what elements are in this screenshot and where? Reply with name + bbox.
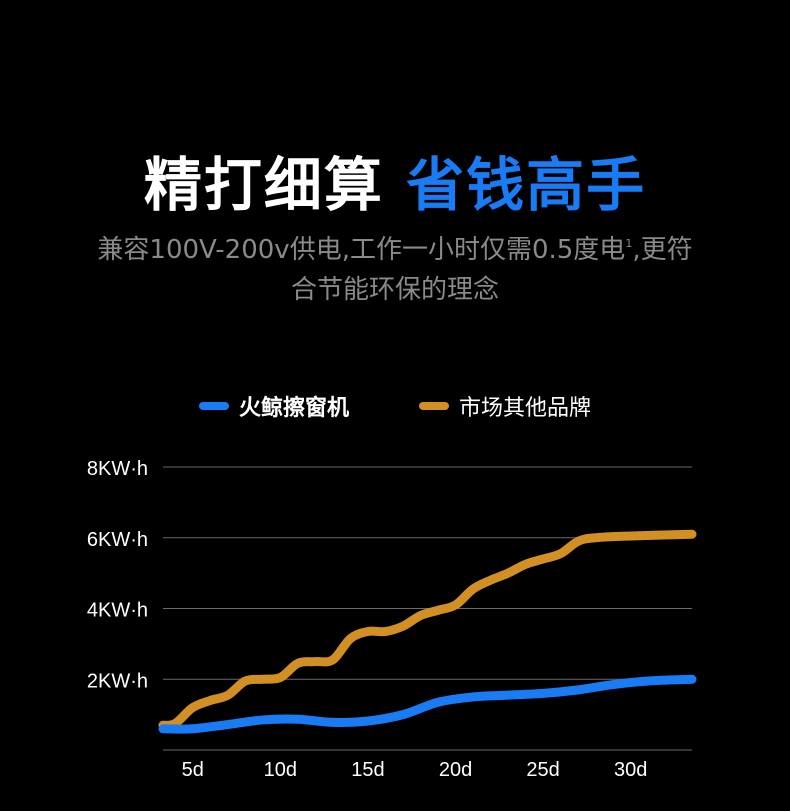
y-tick-label: 4KW·h xyxy=(87,600,148,622)
subtitle-line2: 合节能环保的理念 xyxy=(290,275,499,305)
x-tick-label: 20d xyxy=(439,759,472,781)
legend-item-0: 火鲸擦窗机 xyxy=(198,390,349,422)
legend-item-1: 市场其他品牌 xyxy=(419,390,591,422)
x-tick-label: 5d xyxy=(182,759,204,781)
headline: 精打细算 省钱高手 xyxy=(0,138,790,222)
x-tick-label: 10d xyxy=(264,759,297,781)
chart-legend: 火鲸擦窗机 市场其他品牌 xyxy=(0,390,790,422)
subtitle-line1: 兼容100V-200v供电,工作一小时仅需0.5度电1,更符 xyxy=(0,230,790,270)
headline-white: 精打细算 xyxy=(143,151,384,219)
y-tick-label: 2KW·h xyxy=(87,670,148,692)
x-tick-label: 25d xyxy=(526,759,559,781)
legend-label: 火鲸擦窗机 xyxy=(238,396,349,421)
y-tick-label: 8KW·h xyxy=(87,458,148,480)
x-tick-label: 15d xyxy=(351,759,384,781)
subtitle-text-end: ,更符 xyxy=(632,235,693,265)
subtitle: 兼容100V-200v供电,工作一小时仅需0.5度电1,更符 合节能环保的理念 xyxy=(0,230,790,310)
y-tick-label: 6KW·h xyxy=(87,529,148,551)
series-line-other-brands xyxy=(158,529,697,730)
legend-swatch-blue xyxy=(198,402,229,410)
headline-blue: 省钱高手 xyxy=(406,151,647,219)
x-tick-label: 30d xyxy=(614,759,647,781)
legend-label: 市场其他品牌 xyxy=(459,396,592,421)
footnote-marker: 1 xyxy=(625,237,633,250)
series-line-huojing xyxy=(158,674,697,734)
legend-swatch-orange xyxy=(419,402,449,410)
subtitle-text: 兼容100V-200v供电,工作一小时仅需0.5度电 xyxy=(97,235,626,265)
